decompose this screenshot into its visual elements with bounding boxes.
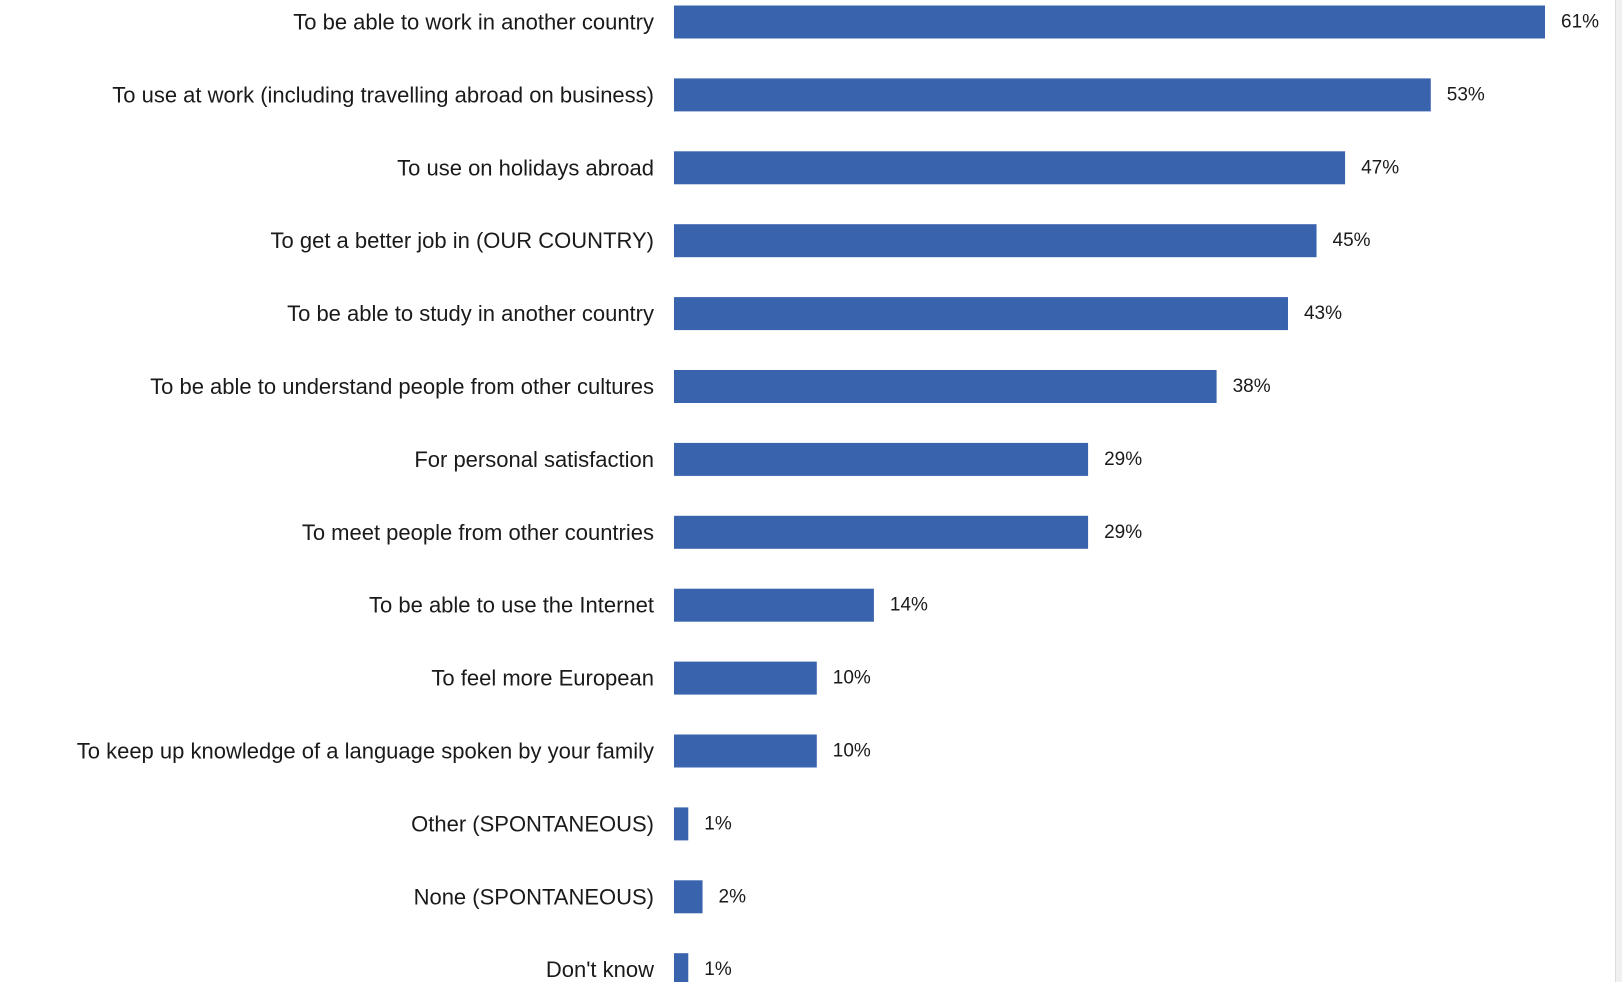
data-label: 61% bbox=[1561, 12, 1599, 33]
category-label: To keep up knowledge of a language spoke… bbox=[77, 739, 654, 764]
category-label: None (SPONTANEOUS) bbox=[414, 884, 654, 909]
category-label: To meet people from other countries bbox=[302, 520, 654, 545]
data-label: 2% bbox=[719, 886, 747, 907]
category-label: Other (SPONTANEOUS) bbox=[411, 811, 654, 836]
category-label: To be able to use the Internet bbox=[369, 593, 654, 618]
category-label: To use at work (including travelling abr… bbox=[112, 82, 654, 107]
data-label: 47% bbox=[1361, 157, 1399, 178]
data-label: 14% bbox=[890, 595, 928, 616]
data-label: 29% bbox=[1104, 522, 1142, 543]
right-edge-rule bbox=[1615, 0, 1622, 982]
data-label: 38% bbox=[1233, 376, 1271, 397]
data-label: 1% bbox=[704, 813, 732, 834]
category-label: For personal satisfaction bbox=[414, 447, 654, 472]
data-label: 29% bbox=[1104, 449, 1142, 470]
bar bbox=[674, 734, 817, 768]
bar bbox=[674, 588, 874, 622]
category-label: To get a better job in (OUR COUNTRY) bbox=[271, 228, 655, 253]
bar bbox=[674, 78, 1431, 112]
data-label: 10% bbox=[833, 741, 871, 762]
bar bbox=[674, 297, 1288, 331]
category-label: To use on holidays abroad bbox=[397, 155, 654, 180]
category-label: To be able to understand people from oth… bbox=[150, 374, 654, 399]
bar bbox=[674, 370, 1217, 403]
data-label: 10% bbox=[833, 668, 871, 689]
bar bbox=[674, 880, 703, 914]
data-label: 1% bbox=[704, 959, 732, 980]
bar bbox=[674, 442, 1089, 476]
bar bbox=[674, 224, 1317, 258]
category-label: To feel more European bbox=[431, 666, 654, 691]
bar bbox=[674, 5, 1545, 39]
data-label: 43% bbox=[1304, 303, 1342, 324]
data-label: 45% bbox=[1333, 230, 1371, 251]
bar bbox=[674, 807, 689, 841]
category-label: To be able to study in another country bbox=[287, 301, 654, 326]
bar bbox=[674, 515, 1089, 549]
bar bbox=[674, 661, 817, 695]
bar bbox=[674, 953, 689, 982]
bar bbox=[674, 151, 1346, 185]
category-label: To be able to work in another country bbox=[293, 10, 654, 35]
data-label: 53% bbox=[1447, 84, 1485, 105]
category-label: Don't know bbox=[546, 957, 654, 982]
